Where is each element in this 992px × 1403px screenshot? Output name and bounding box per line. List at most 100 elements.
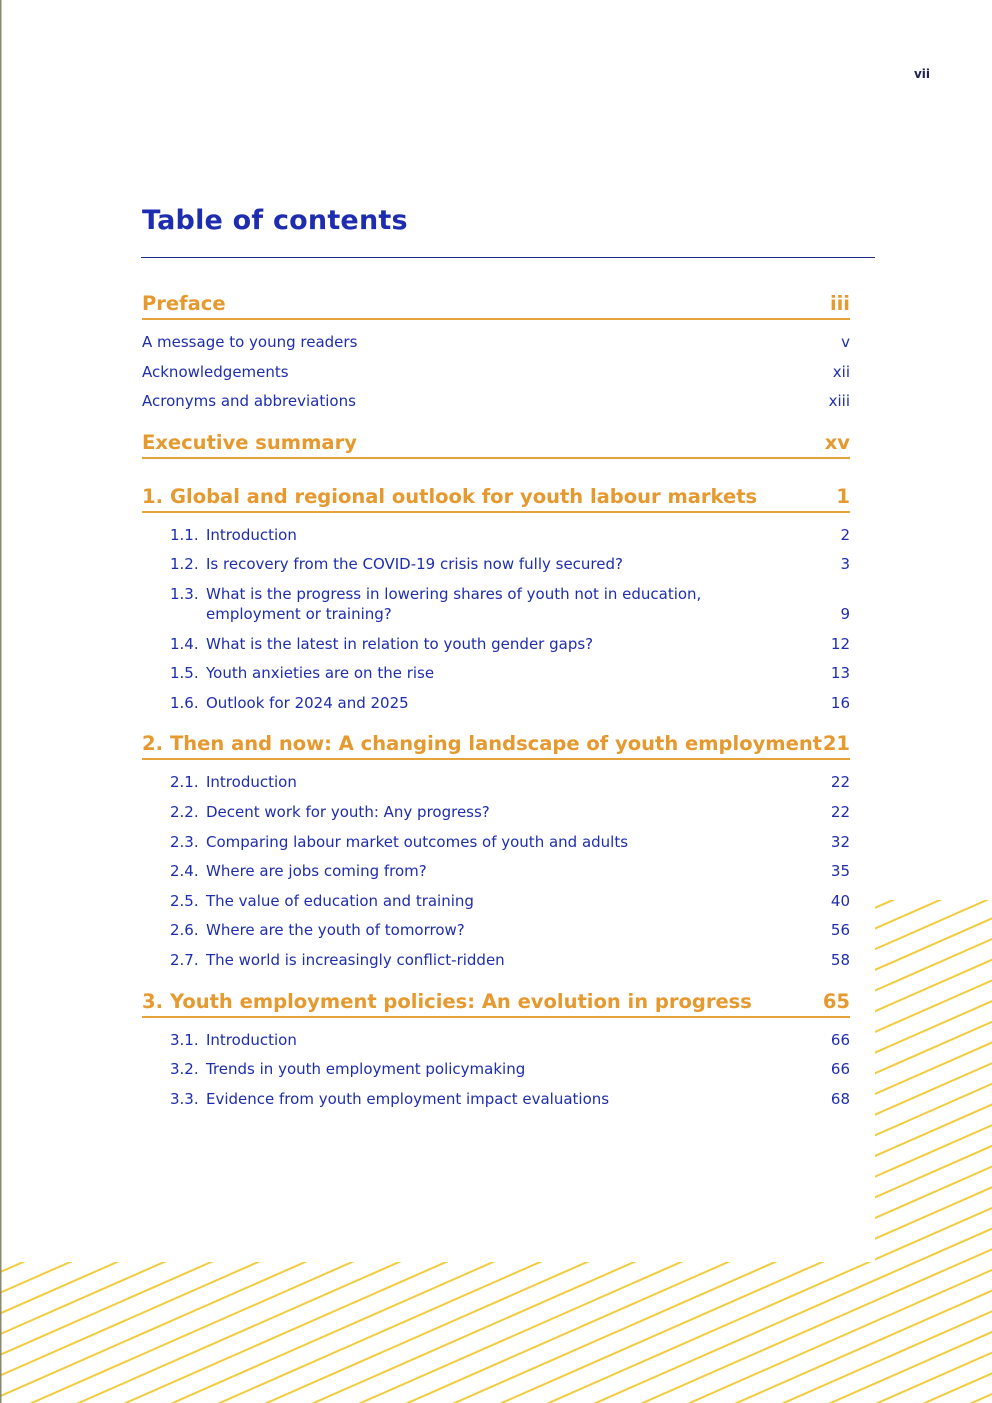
entry-number: 2.3. bbox=[170, 832, 199, 851]
entry-number: 2.4. bbox=[170, 862, 199, 881]
entry-number: 1.4. bbox=[170, 634, 199, 653]
table-of-contents: Preface iii A message to young readers v Ack… bbox=[142, 292, 850, 1128]
section-label: Preface bbox=[142, 292, 226, 315]
entry-number: 3.1. bbox=[170, 1030, 199, 1049]
entry-number: 2.6. bbox=[170, 921, 199, 940]
toc-entry[interactable]: 1.1. Introduction 2 bbox=[142, 525, 850, 545]
entry-page: 2 bbox=[840, 525, 850, 544]
toc-entry[interactable]: 2.2. Decent work for youth: Any progress?… bbox=[142, 802, 850, 822]
toc-entry[interactable]: 2.3. Comparing labour market outcomes of … bbox=[142, 832, 850, 852]
stripe-line bbox=[274, 900, 992, 1403]
entry-label: Acknowledgements bbox=[142, 362, 289, 381]
entry-number: 1.2. bbox=[170, 555, 199, 574]
section-label: Youth employment policies: An evolution … bbox=[170, 989, 752, 1013]
entry-label: Where are the youth of tomorrow? bbox=[206, 921, 465, 940]
entry-number: 2.1. bbox=[170, 773, 199, 792]
entry-page: 13 bbox=[830, 664, 850, 683]
stripe-line bbox=[885, 900, 992, 1403]
entry-label: Is recovery from the COVID-19 crisis now… bbox=[206, 555, 623, 574]
page-number: vii bbox=[913, 67, 930, 81]
entry-page: 40 bbox=[830, 891, 850, 910]
entry-number: 2.7. bbox=[170, 950, 199, 969]
entry-page: 58 bbox=[830, 950, 850, 969]
stripe-line bbox=[462, 900, 992, 1403]
toc-entry[interactable]: 1.6. Outlook for 2024 and 2025 16 bbox=[142, 693, 850, 713]
stripe-line bbox=[415, 900, 992, 1403]
section-page: 21 bbox=[822, 732, 850, 756]
toc-entry[interactable]: 2.7. The world is increasingly conflict-r… bbox=[142, 950, 850, 970]
entry-label: A message to young readers bbox=[142, 333, 358, 351]
entry-label: The value of education and training bbox=[206, 891, 474, 910]
section-items: A message to young readers v Acknowledgeme… bbox=[142, 320, 850, 431]
toc-entry[interactable]: 3.1. Introduction 66 bbox=[142, 1030, 850, 1050]
section-page: iii bbox=[829, 292, 850, 315]
toc-entry[interactable]: 1.2. Is recovery from the COVID-19 crisis… bbox=[142, 554, 850, 574]
entry-page: 3 bbox=[840, 555, 850, 574]
entry-label: Where are jobs coming from? bbox=[206, 862, 427, 881]
section-items: 1.1. Introduction 2 1.2. Is recovery from th… bbox=[142, 513, 850, 733]
toc-section[interactable]: 3. Youth employment policies: An evolutio… bbox=[142, 990, 850, 1018]
entry-page: v bbox=[841, 333, 850, 351]
toc-entry[interactable]: 3.2. Trends in youth employment policymak… bbox=[142, 1059, 850, 1079]
section-items bbox=[142, 459, 850, 485]
entry-label: Trends in youth employment policymaking bbox=[206, 1060, 526, 1079]
section-items: 3.1. Introduction 66 3.2. Trends in youth em… bbox=[142, 1018, 850, 1129]
stripe-line bbox=[697, 900, 992, 1403]
toc-section[interactable]: Executive summary xv bbox=[142, 431, 850, 459]
toc-entry[interactable]: 1.4. What is the latest in relation to yo… bbox=[142, 634, 850, 654]
section-page: 1 bbox=[836, 484, 850, 508]
entry-label: Decent work for youth: Any progress? bbox=[206, 802, 490, 821]
toc-entry[interactable]: 1.3. What is the progress in lowering sha… bbox=[142, 584, 850, 624]
entry-page: 66 bbox=[830, 1060, 850, 1079]
section-page: xv bbox=[824, 430, 850, 454]
section-number: 2. bbox=[142, 732, 163, 756]
toc-entry[interactable]: 3.3. Evidence from youth employment impac… bbox=[142, 1089, 850, 1109]
stripe-line bbox=[321, 900, 992, 1403]
stripe-line bbox=[744, 900, 992, 1403]
entry-label: What is the progress in lowering shares … bbox=[206, 584, 702, 623]
toc-section[interactable]: Preface iii bbox=[142, 292, 850, 320]
toc-entry[interactable]: 2.6. Where are the youth of tomorrow? 56 bbox=[142, 920, 850, 940]
section-label: Executive summary bbox=[142, 430, 357, 454]
entry-page: 22 bbox=[830, 773, 850, 792]
entry-page: 16 bbox=[830, 693, 850, 712]
entry-page: 9 bbox=[840, 604, 850, 623]
toc-entry[interactable]: Acknowledgements xii bbox=[142, 362, 850, 382]
entry-page: 68 bbox=[830, 1089, 850, 1108]
toc-entry[interactable]: Acronyms and abbreviations xiii bbox=[142, 391, 850, 411]
entry-number: 2.5. bbox=[170, 891, 199, 910]
entry-label: Evidence from youth employment impact ev… bbox=[206, 1089, 610, 1108]
entry-number: 1.6. bbox=[170, 693, 199, 712]
entry-page: xii bbox=[832, 362, 850, 381]
entry-number: 2.2. bbox=[170, 802, 199, 821]
entry-page: xiii bbox=[828, 392, 850, 411]
page-title: Table of contents bbox=[142, 205, 408, 236]
section-number: 3. bbox=[142, 989, 163, 1013]
section-label: Then and now: A changing landscape of yo… bbox=[170, 732, 823, 756]
toc-entry[interactable]: 2.5. The value of education and training 4… bbox=[142, 891, 850, 911]
entry-label: Comparing labour market outcomes of yout… bbox=[206, 832, 629, 851]
section-title: 2. Then and now: A changing landscape of … bbox=[142, 732, 822, 755]
toc-entry[interactable]: 2.4. Where are jobs coming from? 35 bbox=[142, 861, 850, 881]
section-label: Global and regional outlook for youth la… bbox=[170, 484, 758, 508]
entry-label: What is the latest in relation to youth … bbox=[206, 634, 594, 653]
stripe-line bbox=[556, 900, 992, 1403]
section-page: 65 bbox=[822, 989, 850, 1013]
stripe-line bbox=[603, 900, 992, 1403]
section-number: 1. bbox=[142, 484, 163, 508]
toc-entry[interactable]: 2.1. Introduction 22 bbox=[142, 772, 850, 792]
entry-number: 1.3. bbox=[170, 584, 199, 603]
entry-label: Introduction bbox=[206, 773, 297, 792]
entry-page: 22 bbox=[830, 802, 850, 821]
entry-page: 56 bbox=[830, 921, 850, 940]
entry-number: 1.5. bbox=[170, 664, 199, 683]
toc-entry[interactable]: 1.5. Youth anxieties are on the rise 13 bbox=[142, 663, 850, 683]
entry-number: 1.1. bbox=[170, 525, 199, 544]
stripe-line bbox=[509, 900, 992, 1403]
toc-entry[interactable]: A message to young readers v bbox=[142, 332, 850, 352]
toc-section[interactable]: 2. Then and now: A changing landscape of … bbox=[142, 732, 850, 761]
entry-label: The world is increasingly conflict-ridde… bbox=[206, 950, 505, 969]
toc-section[interactable]: 1. Global and regional outlook for youth … bbox=[142, 485, 850, 513]
entry-label: Introduction bbox=[206, 525, 297, 544]
